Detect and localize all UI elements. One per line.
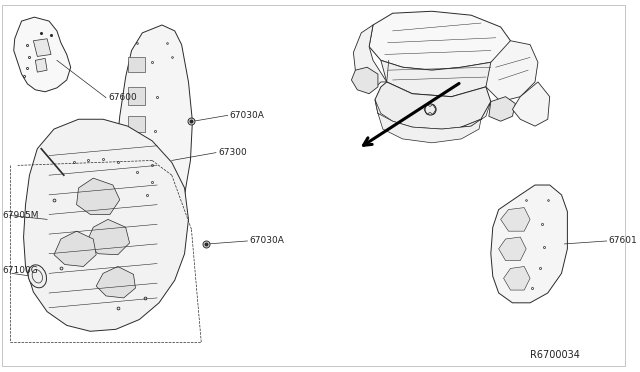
Polygon shape [96, 266, 136, 298]
Polygon shape [378, 113, 481, 143]
Polygon shape [500, 208, 530, 231]
Text: 67100G: 67100G [2, 266, 38, 275]
Polygon shape [127, 195, 145, 206]
Polygon shape [127, 116, 145, 132]
Polygon shape [33, 39, 51, 57]
Text: 67030A: 67030A [230, 111, 264, 120]
Polygon shape [486, 41, 538, 102]
Polygon shape [513, 82, 550, 126]
Polygon shape [127, 215, 145, 224]
Polygon shape [489, 97, 515, 121]
Polygon shape [77, 178, 120, 215]
Polygon shape [35, 58, 47, 72]
Polygon shape [491, 185, 568, 303]
Polygon shape [86, 219, 129, 255]
Polygon shape [375, 82, 491, 133]
Text: R6700034: R6700034 [530, 350, 580, 360]
Text: 67601: 67601 [609, 237, 637, 246]
Polygon shape [504, 266, 530, 290]
Polygon shape [351, 67, 378, 94]
Polygon shape [375, 100, 491, 133]
Polygon shape [127, 57, 145, 72]
Polygon shape [127, 170, 145, 182]
Polygon shape [54, 231, 96, 266]
Polygon shape [127, 87, 145, 105]
Text: 67300: 67300 [218, 148, 246, 157]
Text: 67030A: 67030A [250, 237, 284, 246]
Polygon shape [381, 54, 500, 97]
Polygon shape [24, 119, 188, 331]
Polygon shape [127, 146, 145, 160]
Text: 67905M: 67905M [2, 211, 38, 220]
Polygon shape [369, 11, 511, 70]
Polygon shape [114, 25, 193, 244]
Polygon shape [499, 237, 526, 261]
Polygon shape [353, 25, 387, 90]
Text: 67600: 67600 [108, 93, 137, 102]
Polygon shape [13, 17, 70, 92]
Ellipse shape [28, 265, 47, 288]
